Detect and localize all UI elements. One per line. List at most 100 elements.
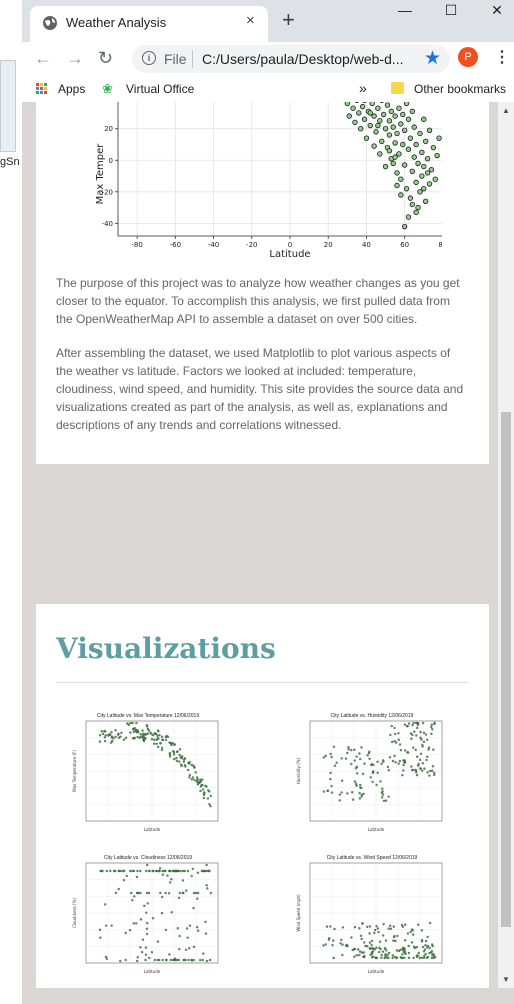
thumbnail-point xyxy=(372,947,375,950)
thumbnail-point xyxy=(150,951,154,954)
thumbnail-point xyxy=(427,748,430,751)
thumbnail-point xyxy=(419,752,423,756)
thumbnail-point xyxy=(358,752,361,755)
more-bookmarks-chevron[interactable]: » xyxy=(359,80,367,96)
thumbnail-point xyxy=(422,740,426,743)
thumbnail-point xyxy=(402,946,405,949)
thumbnail-point xyxy=(351,790,354,794)
minimize-button[interactable]: — xyxy=(398,2,412,18)
thumbnail-point xyxy=(370,939,374,943)
bookmark-other[interactable]: Other bookmarks xyxy=(414,82,507,96)
data-point xyxy=(390,160,396,167)
profile-avatar[interactable]: P xyxy=(458,47,478,67)
bookmark-apps[interactable]: Apps xyxy=(58,82,86,96)
x-tick-label: -20 xyxy=(246,241,257,249)
thumbnail-point xyxy=(145,863,149,867)
plot-points xyxy=(344,102,442,230)
reload-icon[interactable]: ↻ xyxy=(98,48,114,68)
tab-weather-analysis[interactable]: Weather Analysis × xyxy=(30,6,268,42)
thumbnail-point xyxy=(209,804,212,808)
visualizations-heading: Visualizations xyxy=(56,632,276,665)
thumbnail-point xyxy=(340,757,343,760)
thumbnail-point xyxy=(205,863,208,867)
thumbnail-wind-speed[interactable]: City Latitude vs. Wind Speed 12/06/2019 … xyxy=(292,851,452,979)
thumbnail-point xyxy=(424,939,428,943)
star-icon[interactable]: ★ xyxy=(424,48,442,69)
url-text[interactable]: C:/Users/paula/Desktop/web-d... xyxy=(202,51,404,67)
thumbnail-point xyxy=(381,950,385,953)
thumbnail-point xyxy=(206,789,210,792)
thumbnail-point xyxy=(341,926,345,929)
thumbnail-title: City Latitude vs. Humidity 12/06/2019 xyxy=(330,713,414,719)
data-point xyxy=(400,141,406,148)
thumbnail-point xyxy=(196,776,199,779)
data-point xyxy=(405,146,412,152)
vertical-scrollbar[interactable]: ▲ ▼ xyxy=(498,102,514,988)
forward-arrow-icon[interactable]: → xyxy=(66,48,84,68)
kebab-menu-icon[interactable]: ⋮ xyxy=(494,49,510,66)
thumbnail-point xyxy=(330,784,333,788)
thumbnail-point xyxy=(104,734,107,737)
thumbnail-point xyxy=(176,869,180,873)
scrollbar-thumb[interactable] xyxy=(501,412,511,927)
back-arrow-icon[interactable]: ← xyxy=(34,48,52,68)
thumbnail-point xyxy=(180,757,184,760)
thumbnail-point xyxy=(190,959,194,962)
thumbnail-point xyxy=(114,891,118,895)
thumbnail-point xyxy=(182,758,186,761)
data-point xyxy=(377,118,383,124)
thumbnail-point xyxy=(163,869,166,873)
new-tab-button[interactable]: + xyxy=(282,7,295,32)
thumbnail-point xyxy=(411,733,414,737)
thumbnail-cloudiness[interactable]: City Latitude vs. Cloudiness 12/06/2019 … xyxy=(68,851,228,979)
thumbnail-humidity[interactable]: City Latitude vs. Humidity 12/06/2019 La… xyxy=(292,709,452,837)
thumbnail-point xyxy=(335,761,338,764)
thumbnail-point xyxy=(421,945,425,949)
thumbnail-point xyxy=(175,759,179,763)
data-point xyxy=(407,195,414,201)
thumbnail-point xyxy=(354,767,358,770)
thumbnail-point xyxy=(144,953,148,956)
thumbnail-point xyxy=(371,950,375,953)
data-point xyxy=(401,162,408,168)
thumbnail-point xyxy=(402,763,405,767)
thumbnail-point xyxy=(433,773,436,777)
close-icon[interactable]: × xyxy=(246,12,255,29)
thumbnail-point xyxy=(121,869,125,873)
thumbnail-point xyxy=(428,921,432,925)
x-tick-label: 60 xyxy=(400,241,409,249)
thumbnail-point xyxy=(144,869,148,873)
thumbnail-point xyxy=(370,952,374,955)
info-icon[interactable]: i xyxy=(142,51,156,65)
scroll-up-arrow-icon[interactable]: ▲ xyxy=(502,106,510,115)
thumbnail-point xyxy=(132,922,135,925)
thumbnail-point xyxy=(385,956,389,959)
data-point xyxy=(371,113,377,119)
thumbnail-point xyxy=(375,783,378,787)
maximize-button[interactable]: ☐ xyxy=(444,2,458,18)
thumbnail-point xyxy=(366,754,369,757)
thumbnail-point xyxy=(192,906,195,910)
thumbnail-max-temperature[interactable]: City Latitude vs. Max Temperature 12/06/… xyxy=(68,709,228,837)
thumbnail-point xyxy=(203,792,206,795)
thumbnail-point xyxy=(124,958,127,962)
apps-grid-icon[interactable] xyxy=(36,83,48,95)
thumbnail-point xyxy=(138,736,141,740)
thumbnail-point xyxy=(362,951,366,954)
thumbnail-point xyxy=(369,947,372,950)
thumbnail-point xyxy=(135,731,139,734)
address-bar[interactable]: i File C:/Users/paula/Desktop/web-d... ★ xyxy=(132,45,450,73)
close-window-button[interactable]: ✕ xyxy=(491,2,503,18)
data-point xyxy=(432,176,438,182)
thumbnail-point xyxy=(330,791,334,794)
desktop-window-thumbnail[interactable] xyxy=(0,60,16,152)
navigation-toolbar: ← → ↻ i File C:/Users/paula/Desktop/web-… xyxy=(22,42,514,76)
scroll-down-arrow-icon[interactable]: ▼ xyxy=(502,975,510,984)
data-point xyxy=(426,181,433,187)
thumbnail-point xyxy=(395,949,399,952)
data-point xyxy=(350,105,356,111)
thumbnail-point xyxy=(344,757,348,760)
bookmark-virtual-office[interactable]: Virtual Office xyxy=(126,82,195,96)
